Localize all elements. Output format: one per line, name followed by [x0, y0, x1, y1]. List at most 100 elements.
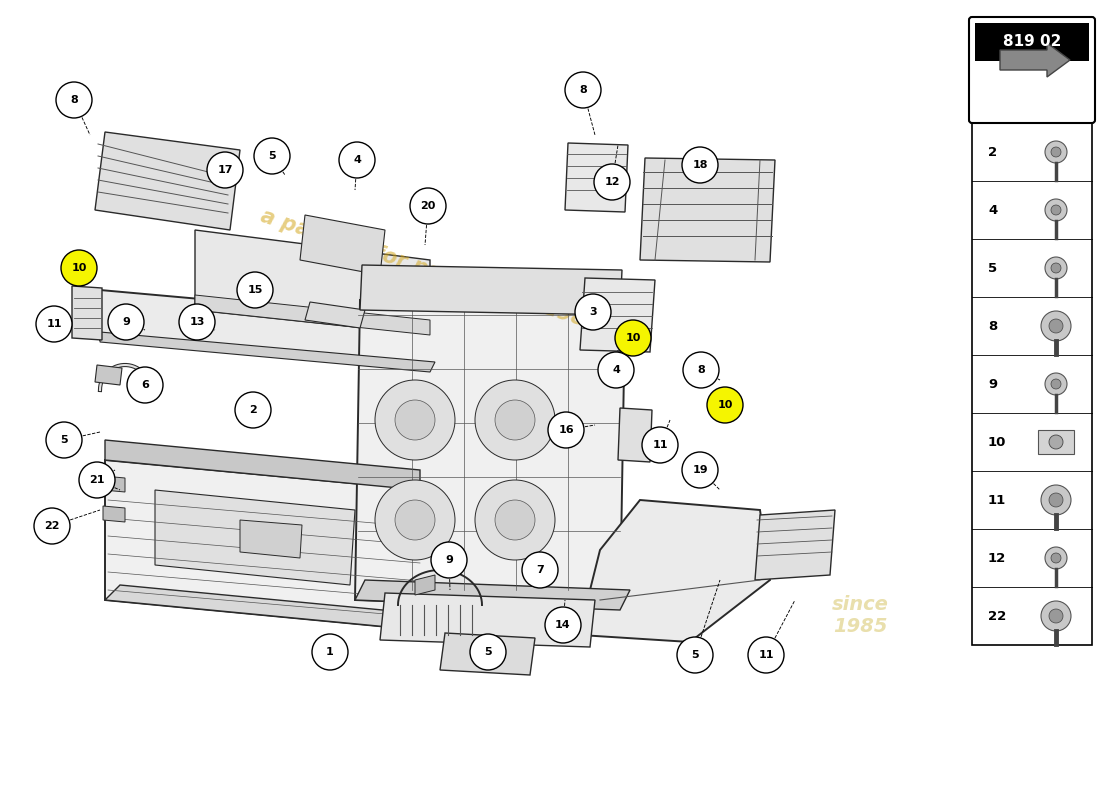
Circle shape: [548, 412, 584, 448]
Text: 4: 4: [353, 155, 361, 165]
Text: 8: 8: [70, 95, 78, 105]
Circle shape: [1041, 601, 1071, 631]
Text: 8: 8: [697, 365, 705, 375]
Circle shape: [676, 637, 713, 673]
Circle shape: [1049, 609, 1063, 623]
Polygon shape: [95, 365, 122, 385]
Circle shape: [1045, 547, 1067, 569]
Text: 10: 10: [625, 333, 640, 343]
Polygon shape: [355, 300, 625, 610]
Circle shape: [1050, 263, 1062, 273]
Circle shape: [126, 367, 163, 403]
Text: 11: 11: [758, 650, 773, 660]
Circle shape: [1049, 319, 1063, 333]
Circle shape: [683, 352, 719, 388]
Circle shape: [236, 272, 273, 308]
Text: 11: 11: [46, 319, 62, 329]
Circle shape: [339, 142, 375, 178]
Circle shape: [565, 72, 601, 108]
Circle shape: [108, 304, 144, 340]
Circle shape: [1049, 493, 1063, 507]
Text: 7: 7: [536, 565, 543, 575]
Circle shape: [1050, 147, 1062, 157]
Polygon shape: [240, 520, 303, 558]
Circle shape: [470, 634, 506, 670]
Text: 12: 12: [988, 551, 1007, 565]
Circle shape: [598, 352, 634, 388]
Text: 8: 8: [579, 85, 587, 95]
Polygon shape: [300, 215, 385, 275]
Polygon shape: [103, 476, 125, 492]
Circle shape: [594, 164, 630, 200]
Circle shape: [79, 462, 116, 498]
Circle shape: [495, 400, 535, 440]
Text: 4: 4: [988, 203, 998, 217]
Circle shape: [375, 480, 455, 560]
FancyBboxPatch shape: [969, 17, 1094, 123]
Circle shape: [207, 152, 243, 188]
Polygon shape: [195, 295, 430, 335]
Circle shape: [522, 552, 558, 588]
Polygon shape: [618, 408, 652, 462]
Text: 10: 10: [717, 400, 733, 410]
Circle shape: [410, 188, 446, 224]
Polygon shape: [103, 506, 125, 522]
Text: 13: 13: [189, 317, 205, 327]
Circle shape: [1045, 257, 1067, 279]
Polygon shape: [415, 495, 434, 515]
Polygon shape: [305, 302, 365, 328]
Circle shape: [1049, 435, 1063, 449]
Polygon shape: [104, 460, 425, 630]
Circle shape: [1045, 373, 1067, 395]
Circle shape: [46, 422, 82, 458]
Polygon shape: [195, 230, 430, 335]
Polygon shape: [379, 593, 595, 647]
Text: 11: 11: [988, 494, 1007, 506]
Text: 1: 1: [326, 647, 334, 657]
Polygon shape: [580, 500, 770, 642]
Text: 12: 12: [604, 177, 619, 187]
Bar: [972, 123, 1092, 645]
Text: 18: 18: [692, 160, 707, 170]
Circle shape: [1050, 553, 1062, 563]
Text: 17: 17: [218, 165, 233, 175]
Text: 19: 19: [692, 465, 707, 475]
Polygon shape: [95, 132, 240, 230]
Circle shape: [1050, 205, 1062, 215]
Text: 2: 2: [988, 146, 997, 158]
Text: 5: 5: [691, 650, 698, 660]
Text: 8: 8: [988, 319, 998, 333]
Text: 9: 9: [988, 378, 997, 390]
Text: 5: 5: [988, 262, 997, 274]
Circle shape: [1045, 141, 1067, 163]
Circle shape: [1041, 485, 1071, 515]
Circle shape: [254, 138, 290, 174]
Text: 4: 4: [612, 365, 620, 375]
Circle shape: [395, 400, 434, 440]
Text: 9: 9: [446, 555, 453, 565]
Circle shape: [642, 427, 678, 463]
Text: 9: 9: [122, 317, 130, 327]
Circle shape: [395, 500, 434, 540]
Text: since
1985: since 1985: [832, 594, 889, 635]
Circle shape: [60, 250, 97, 286]
Polygon shape: [415, 575, 434, 595]
Polygon shape: [355, 580, 630, 610]
Text: 14: 14: [556, 620, 571, 630]
Text: 5: 5: [60, 435, 68, 445]
Text: 2: 2: [249, 405, 257, 415]
Circle shape: [179, 304, 214, 340]
Circle shape: [1041, 311, 1071, 341]
Circle shape: [1050, 379, 1062, 389]
Circle shape: [475, 380, 556, 460]
Polygon shape: [580, 278, 654, 352]
Circle shape: [682, 452, 718, 488]
Text: 22: 22: [988, 610, 1007, 622]
Circle shape: [1045, 199, 1067, 221]
Bar: [1038, 430, 1074, 454]
Text: 20: 20: [420, 201, 436, 211]
Text: 5: 5: [268, 151, 276, 161]
Text: 5: 5: [484, 647, 492, 657]
Text: a passion for parts since 1985: a passion for parts since 1985: [258, 206, 602, 334]
Polygon shape: [1000, 43, 1070, 77]
